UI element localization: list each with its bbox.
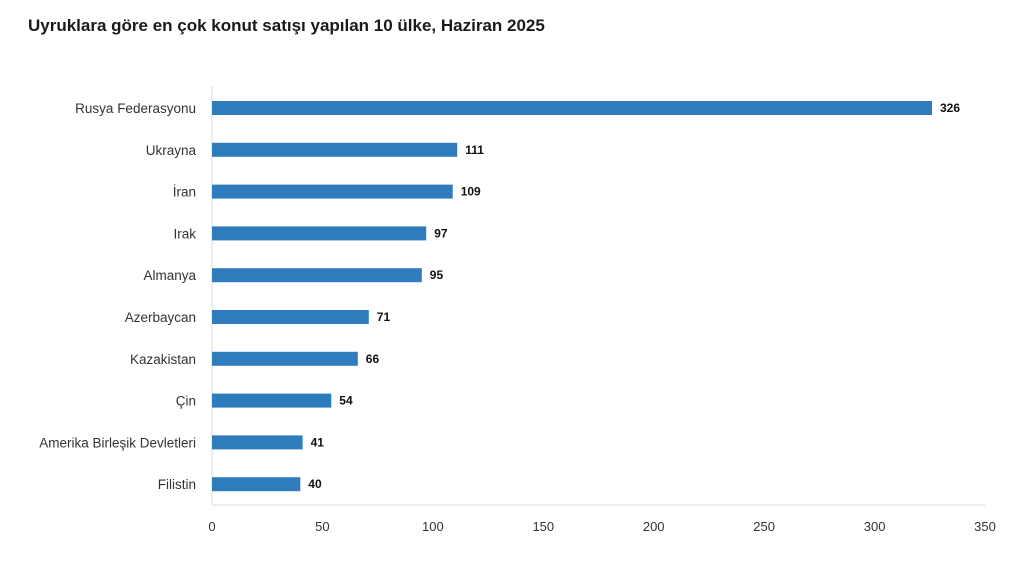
data-label: 71 <box>377 310 391 324</box>
category-label: Amerika Birleşik Devletleri <box>39 435 196 450</box>
bar <box>212 101 932 115</box>
category-label: Rusya Federasyonu <box>75 101 196 116</box>
x-tick-labels: 0 50 100 150 200 250 300 350 <box>208 519 995 534</box>
bar <box>212 477 301 492</box>
x-tick-label: 200 <box>643 519 665 534</box>
category-label: Filistin <box>158 477 196 492</box>
data-label: 41 <box>311 435 325 449</box>
data-label: 326 <box>940 101 960 115</box>
chart-title: Uyruklara göre en çok konut satışı yapıl… <box>28 16 545 35</box>
data-label: 111 <box>465 143 484 157</box>
category-label: Kazakistan <box>130 352 196 367</box>
bar <box>212 226 427 241</box>
category-label: Irak <box>173 226 196 241</box>
data-label: 66 <box>366 352 380 366</box>
value-labels: 326 111 109 97 95 71 66 54 41 40 <box>308 101 960 491</box>
x-tick-label: 250 <box>753 519 775 534</box>
x-tick-label: 100 <box>422 519 444 534</box>
bar <box>212 351 358 366</box>
x-tick-label: 0 <box>208 519 215 534</box>
category-label: Azerbaycan <box>125 310 196 325</box>
x-tick-label: 50 <box>315 519 329 534</box>
bar <box>212 435 303 450</box>
data-label: 54 <box>339 394 353 408</box>
bar <box>212 184 453 199</box>
bar <box>212 142 458 157</box>
x-tick-label: 150 <box>532 519 554 534</box>
data-label: 95 <box>430 268 444 282</box>
category-labels: Rusya Federasyonu Ukrayna İran Irak Almanya A… <box>39 101 196 492</box>
data-label: 109 <box>461 185 481 199</box>
bar <box>212 268 422 283</box>
data-label: 97 <box>434 226 448 240</box>
bars-group <box>212 101 932 492</box>
category-label: Almanya <box>143 268 196 283</box>
data-label: 40 <box>308 477 322 491</box>
bar <box>212 393 332 408</box>
bar <box>212 310 369 324</box>
x-tick-label: 300 <box>864 519 886 534</box>
category-label: Ukrayna <box>146 143 197 158</box>
category-label: İran <box>173 185 196 200</box>
category-label: Çin <box>176 394 196 409</box>
x-tick-label: 350 <box>974 519 996 534</box>
